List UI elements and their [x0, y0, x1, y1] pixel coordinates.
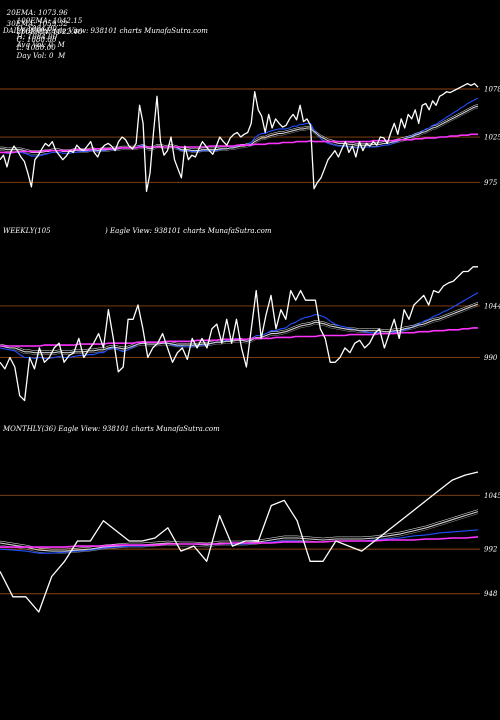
- ema30-readout: 30EMA: 1059.32: [6, 20, 68, 28]
- chart-panel-3: MONTHLY(36) Eagle View: 938101 charts Mu…: [0, 425, 500, 613]
- ema-series-ema-long: [0, 536, 479, 548]
- ema-series-ema-long: [0, 133, 478, 154]
- ema200-readout: 200EMA: 1022.46: [16, 28, 83, 36]
- chart-panel-2: WEEKLY(105 ) Eagle View: 938101 charts Mu…: [0, 227, 500, 402]
- panel-label: MONTHLY(36) Eagle View: 938101 charts Mu…: [2, 425, 220, 433]
- y-tick-label: 975: [484, 179, 498, 187]
- ema100-readout: 100EMA: 1042.15: [16, 17, 83, 25]
- ema-series-ema-mid: [0, 303, 479, 354]
- ema-series-ema-short: [0, 292, 479, 359]
- y-tick-label: 1045: [484, 492, 500, 500]
- ema-band-line: [0, 104, 479, 151]
- low-readout: L: 1080.00: [16, 44, 56, 52]
- avg-vol-readout: Avg Vol: 0 M: [16, 41, 65, 49]
- ema-band-line: [0, 513, 479, 554]
- open-readout: O: 1084.00: [16, 25, 57, 33]
- y-tick-label: 992: [484, 546, 498, 554]
- ema-band-line: [0, 301, 479, 352]
- y-tick-label: 1078: [484, 86, 500, 94]
- close-readout: C: 1080.00: [16, 36, 57, 44]
- panel-label: DAILY(250) Eagle View: 938101 charts Mun…: [2, 27, 208, 35]
- panel-label-right: ) Eagle View: 938101 charts MunafaSutra.…: [104, 227, 272, 235]
- ema-band-line: [0, 107, 479, 155]
- high-readout: H: 1084.00: [16, 33, 58, 41]
- price-line: [0, 471, 479, 613]
- price-line: [0, 266, 478, 402]
- price-line: [0, 82, 479, 193]
- header-row-2: 30EMA: 1059.32 200EMA: 1022.46 C: 1080.0…: [2, 12, 83, 60]
- header-row-1: 20EMA: 1073.96 100EMA: 1042.15 O: 1084.0…: [2, 1, 83, 49]
- day-vol-readout: Day Vol: 0 M: [16, 52, 66, 60]
- panel-label-left: WEEKLY(105: [3, 227, 51, 235]
- chart-panel-1: DAILY(250) Eagle View: 938101 charts Mun…: [0, 27, 500, 193]
- y-tick-label: 1025: [484, 134, 500, 142]
- ema-band-line: [0, 509, 479, 550]
- y-tick-label: 990: [484, 354, 498, 362]
- ema20-readout: 20EMA: 1073.96: [6, 9, 68, 17]
- y-tick-label: 1044: [484, 302, 500, 310]
- ema-series-ema-short: [0, 97, 479, 157]
- y-tick-label: 948: [484, 590, 498, 598]
